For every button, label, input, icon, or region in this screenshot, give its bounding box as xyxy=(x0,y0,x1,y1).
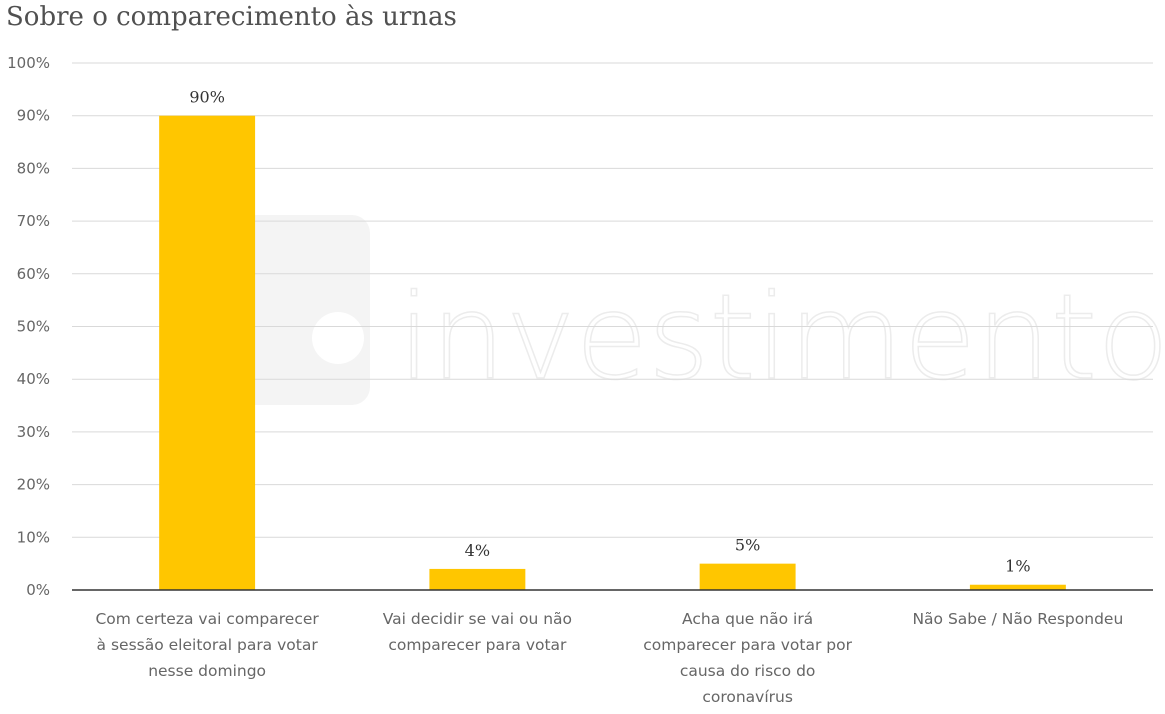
x-category-label: Não Sabe / Não Respondeu xyxy=(912,610,1123,628)
y-tick-label: 40% xyxy=(17,370,50,388)
data-label: 4% xyxy=(465,541,490,560)
y-tick-label: 100% xyxy=(7,54,50,72)
watermark-logo: investimentos xyxy=(225,215,1165,407)
y-axis-ticks: 0% 10% 20% 30% 40% 50% 60% 70% 80% 90% 100% xyxy=(7,54,50,599)
y-tick-label: 60% xyxy=(17,265,50,283)
y-tick-label: 80% xyxy=(17,159,50,177)
y-tick-label: 50% xyxy=(17,318,50,336)
x-category-label: Com certeza vai comparecer à sessão eleit… xyxy=(95,610,319,680)
bar xyxy=(159,115,256,590)
x-category-label: Vai decidir se vai ou não comparecer para… xyxy=(383,610,572,654)
bar xyxy=(699,563,796,590)
data-labels: 90% 4% 5% 1% xyxy=(189,88,1030,576)
data-label: 1% xyxy=(1005,557,1030,576)
x-axis-labels: Com certeza vai comparecer à sessão eleit… xyxy=(95,610,1123,706)
x-category-label: Acha que não irá comparecer para votar po… xyxy=(643,610,852,706)
y-tick-label: 10% xyxy=(17,528,50,546)
chart-title: Sobre o comparecimento às urnas xyxy=(6,2,457,32)
y-tick-label: 70% xyxy=(17,212,50,230)
y-tick-label: 20% xyxy=(17,476,50,494)
data-label: 5% xyxy=(735,536,760,555)
data-label: 90% xyxy=(189,88,225,107)
y-tick-label: 30% xyxy=(17,423,50,441)
bar xyxy=(429,568,526,590)
watermark-text: investimentos xyxy=(398,268,1165,406)
bar xyxy=(969,584,1066,590)
y-tick-label: 90% xyxy=(17,107,50,125)
bars xyxy=(159,115,1066,590)
y-tick-label: 0% xyxy=(26,581,50,599)
